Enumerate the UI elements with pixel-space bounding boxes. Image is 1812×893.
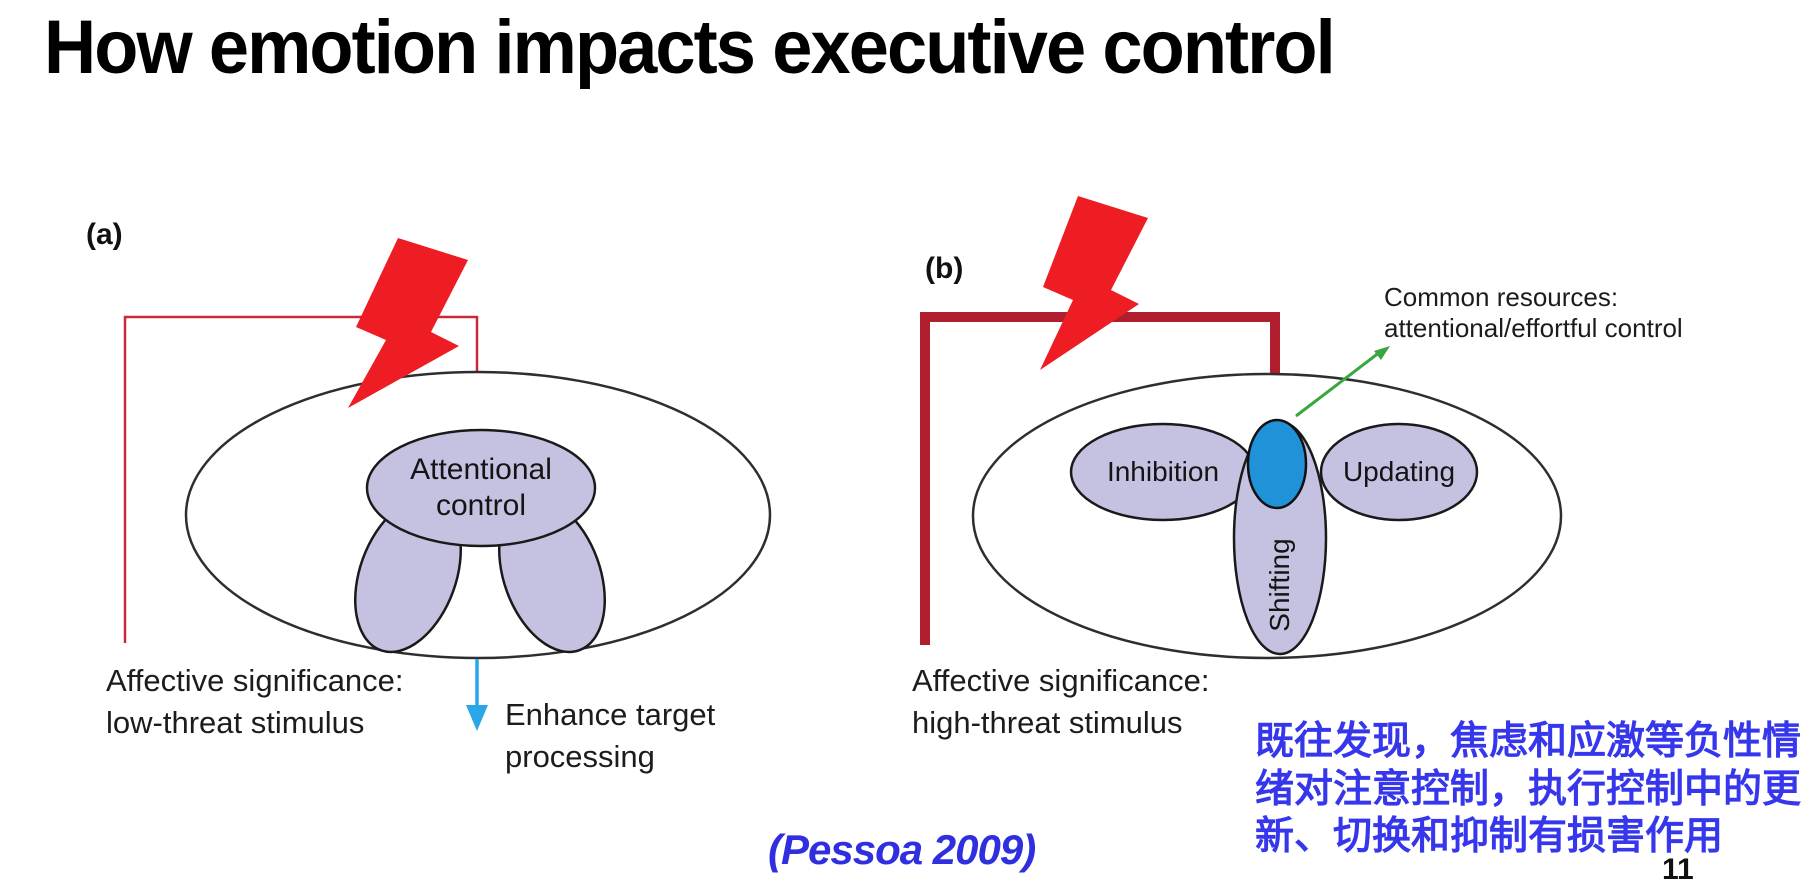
panel-b-label: (b)	[925, 252, 964, 285]
affective-b-line1: Affective significance:	[912, 663, 1210, 698]
panel-b-diagram	[920, 196, 1563, 660]
affective-significance-b: Affective significance: high-threat stim…	[912, 660, 1210, 744]
attentional-control-line2: control	[435, 489, 527, 522]
enhance-line1: Enhance target	[505, 697, 716, 732]
affective-significance-a: Affective significance: low-threat stimu…	[106, 660, 404, 744]
updating-label: Updating	[1342, 456, 1456, 488]
attentional-control-ellipse	[365, 428, 597, 548]
panel-a-diagram	[123, 238, 772, 731]
shifting-label: Shifting	[1264, 538, 1296, 632]
inhibition-label: Inhibition	[1106, 456, 1220, 488]
lightning-bolt-icon	[1040, 196, 1148, 370]
affective-a-line1: Affective significance:	[106, 663, 404, 698]
resources-arrow-line	[1295, 350, 1381, 418]
resources-line2: attentional/effortful control	[1384, 312, 1683, 343]
slide-title: How emotion impacts executive control	[44, 5, 1336, 90]
common-resource-ellipse	[1246, 418, 1308, 510]
lightning-bolt-icon	[348, 238, 468, 408]
enhance-target-label: Enhance target processing	[505, 694, 715, 778]
resources-arrowhead-icon	[1374, 346, 1390, 360]
page-number: 11	[1662, 853, 1694, 886]
resources-line1: Common resources:	[1384, 282, 1619, 312]
attentional-control-line1: Attentional	[410, 453, 552, 486]
enhance-line2: processing	[505, 738, 655, 774]
low-threat-pathway-line	[123, 315, 479, 643]
enhance-arrowhead-icon	[466, 705, 488, 731]
affective-b-line2: high-threat stimulus	[912, 704, 1183, 740]
chinese-annotation: 既往发现，焦虑和应激等负性情绪对注意控制，执行控制中的更新、切换和抑制有损害作用	[1255, 719, 1802, 860]
affective-a-line2: low-threat stimulus	[106, 704, 365, 740]
common-resources-label: Common resources: attentional/effortful …	[1384, 282, 1683, 343]
panel-a-label: (a)	[86, 218, 123, 251]
attentional-control-label: Attentional control	[410, 452, 552, 524]
updating-ellipse	[1319, 422, 1479, 522]
citation-text: (Pessoa 2009)	[768, 826, 1036, 873]
